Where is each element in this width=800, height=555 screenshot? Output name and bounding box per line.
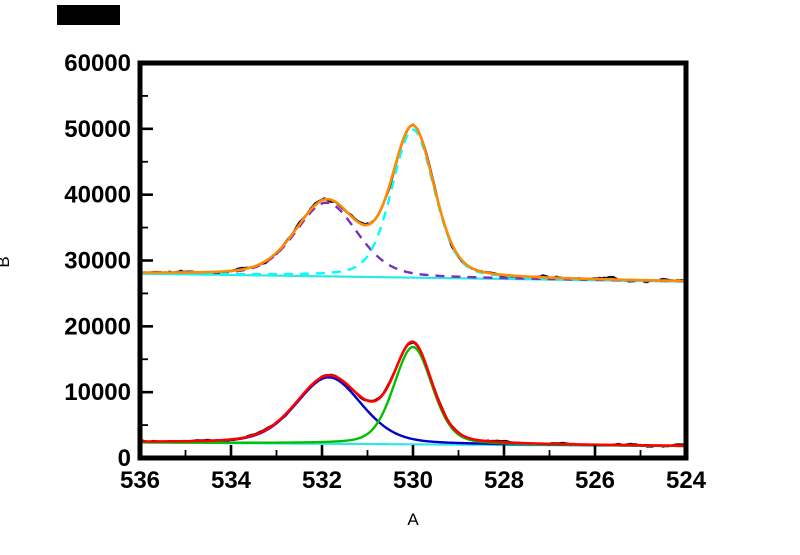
x-tick-label: 528	[484, 467, 524, 494]
x-axis-label: A	[407, 510, 419, 529]
upper-spectrum-component-peak-530	[140, 128, 686, 283]
x-tick-label: 524	[666, 467, 707, 494]
lower-spectrum-component-peak-530	[140, 345, 686, 448]
y-tick-label: 30000	[64, 248, 131, 275]
x-tick-label: 530	[393, 467, 433, 494]
y-tick-label: 10000	[64, 379, 131, 406]
y-tick-label: 50000	[64, 116, 131, 143]
upper-spectrum-measured-data	[140, 123, 686, 284]
plot-frame	[137, 60, 689, 461]
lower-spectrum-measured-data	[140, 341, 686, 448]
y-axis-label: B	[0, 251, 14, 273]
x-tick-label: 534	[211, 467, 252, 494]
upper-spectrum-component-peak-532	[140, 201, 686, 283]
x-tick-label: 536	[120, 467, 160, 494]
y-tick-label: 0	[118, 445, 131, 472]
y-tick-label: 40000	[64, 182, 131, 209]
lower-spectrum-component-peak-532	[140, 376, 686, 448]
x-tick-label: 532	[302, 467, 342, 494]
y-tick-label: 60000	[64, 50, 131, 77]
upper-spectrum-fit-envelope	[140, 123, 686, 283]
y-tick-label: 20000	[64, 313, 131, 340]
lower-spectrum-fit-envelope	[140, 340, 686, 448]
plot-area	[140, 123, 686, 448]
x-tick-label: 526	[575, 467, 615, 494]
top-left-black-box	[57, 5, 120, 25]
